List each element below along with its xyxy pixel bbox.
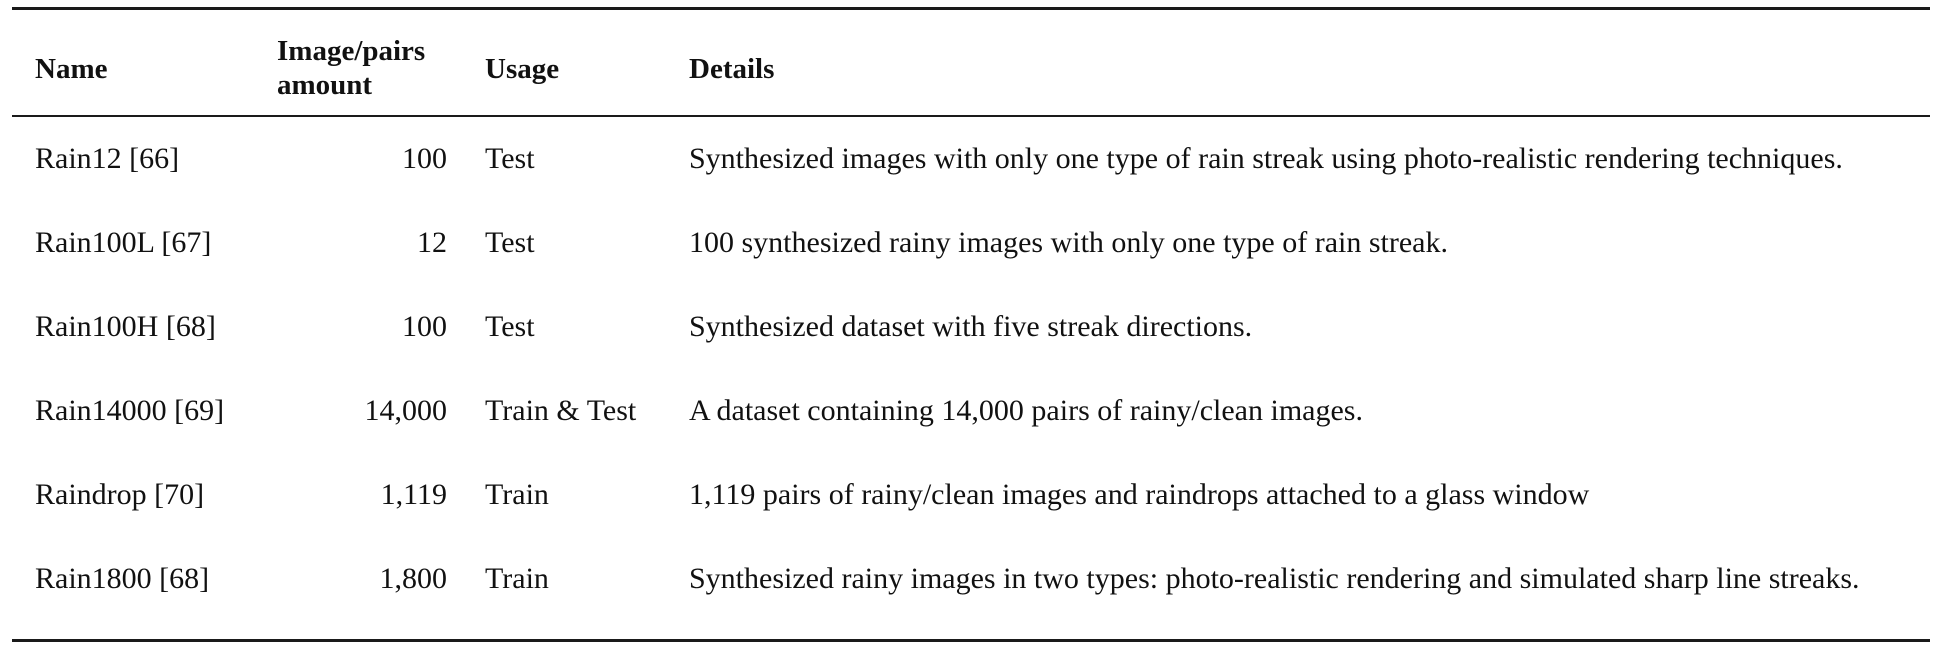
cell-usage: Test bbox=[485, 226, 535, 259]
cell-details: A dataset containing 14,000 pairs of rai… bbox=[689, 394, 1363, 427]
cell-name: Rain100L [67] bbox=[35, 226, 212, 259]
cell-amount: 100 bbox=[402, 310, 447, 343]
header-amount-line2: amount bbox=[277, 69, 373, 101]
cell-usage: Train bbox=[485, 562, 549, 595]
cell-details: Synthesized dataset with five streak dir… bbox=[689, 310, 1253, 343]
header-usage: Usage bbox=[485, 53, 560, 85]
cell-details: Synthesized rainy images in two types: p… bbox=[689, 562, 1860, 595]
cell-details: 1,119 pairs of rainy/clean images and ra… bbox=[689, 478, 1590, 511]
cell-usage: Test bbox=[485, 142, 535, 175]
header-details: Details bbox=[689, 53, 775, 85]
cell-details: 100 synthesized rainy images with only o… bbox=[689, 226, 1448, 259]
cell-name: Raindrop [70] bbox=[35, 478, 205, 511]
cell-amount: 12 bbox=[417, 226, 447, 259]
cell-name: Rain12 [66] bbox=[35, 142, 180, 175]
cell-name: Rain100H [68] bbox=[35, 310, 216, 343]
cell-name: Rain14000 [69] bbox=[35, 394, 225, 427]
table-header-rule bbox=[12, 115, 1930, 117]
table-top-rule bbox=[12, 7, 1930, 10]
header-amount: Image/pairs amount bbox=[277, 34, 457, 102]
header-name: Name bbox=[35, 53, 108, 85]
table-bottom-rule bbox=[12, 639, 1930, 642]
cell-usage: Test bbox=[485, 310, 535, 343]
cell-details: Synthesized images with only one type of… bbox=[689, 142, 1843, 175]
cell-amount: 1,800 bbox=[379, 562, 448, 595]
cell-name: Rain1800 [68] bbox=[35, 562, 210, 595]
cell-amount: 14,000 bbox=[364, 394, 448, 427]
cell-amount: 1,119 bbox=[380, 478, 447, 511]
cell-usage: Train bbox=[485, 478, 549, 511]
cell-amount: 100 bbox=[402, 142, 447, 175]
cell-usage: Train & Test bbox=[485, 394, 637, 427]
header-amount-line1: Image/pairs bbox=[277, 35, 426, 67]
